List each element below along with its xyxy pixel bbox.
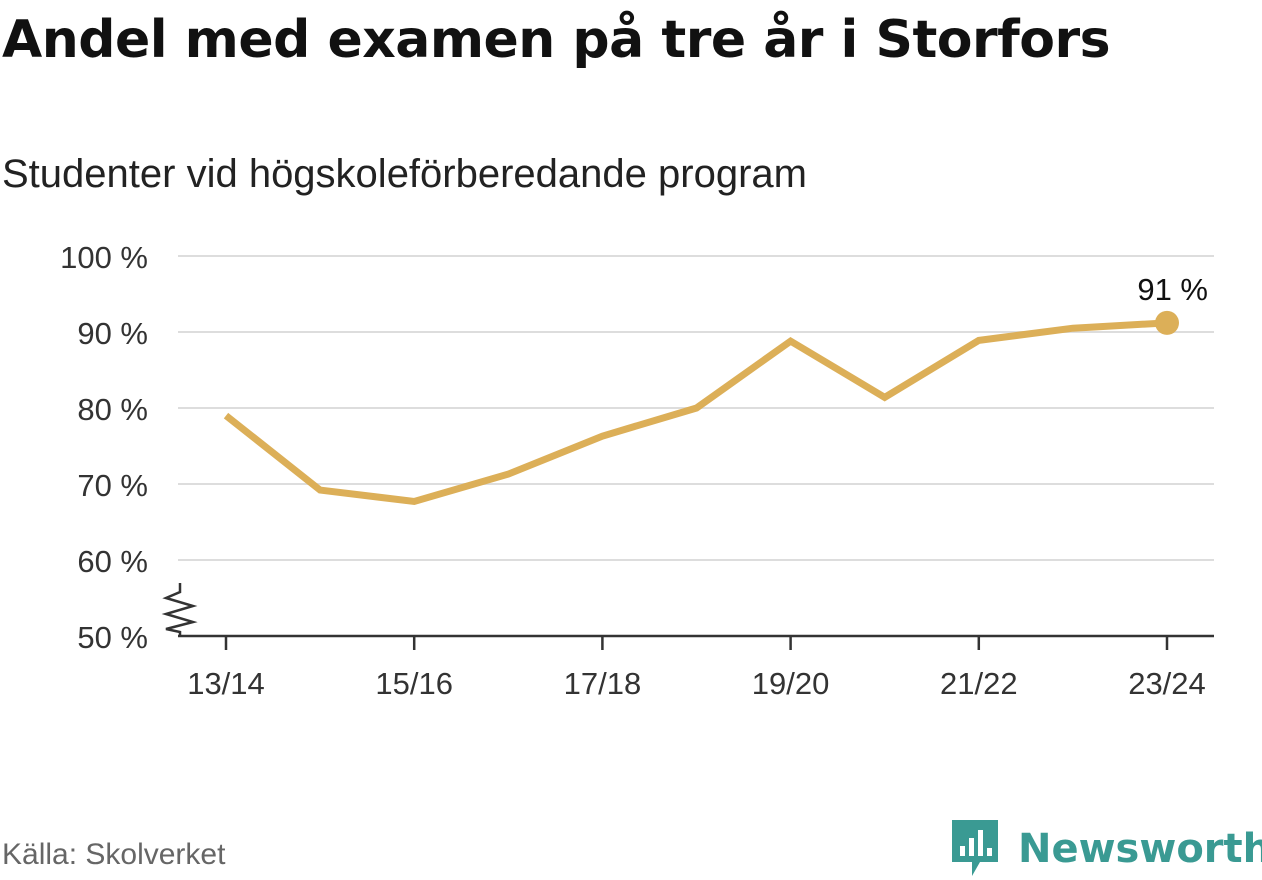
y-tick-label: 50 % (77, 620, 148, 655)
chart-title: Andel med examen på tre år i Storfors (2, 10, 1111, 70)
axis-break-icon (161, 583, 198, 636)
source-note: Källa: Skolverket (2, 838, 226, 871)
chart-subtitle: Studenter vid högskoleförberedande progr… (2, 152, 807, 196)
end-point-marker (1155, 310, 1179, 335)
y-tick-label: 70 % (77, 468, 148, 503)
bar-chart-speech-bubble-icon (952, 820, 998, 876)
y-tick-label: 100 % (60, 240, 148, 275)
y-tick-label: 80 % (77, 392, 148, 427)
brand-name: Newsworthy (1018, 826, 1262, 872)
x-tick-label: 19/20 (752, 666, 830, 701)
y-tick-label: 90 % (77, 316, 148, 351)
y-tick-label: 60 % (77, 544, 148, 579)
x-tick-label: 21/22 (940, 666, 1018, 701)
x-tick-label: 15/16 (375, 666, 453, 701)
data-line (223, 319, 1168, 506)
x-tick-label: 23/24 (1128, 666, 1206, 701)
newsworthy-logo[interactable]: Newsworthy (950, 818, 1262, 880)
x-tick-label: 13/14 (187, 666, 265, 701)
end-value-label: 91 % (1137, 272, 1208, 307)
x-tick-label: 17/18 (564, 666, 642, 701)
